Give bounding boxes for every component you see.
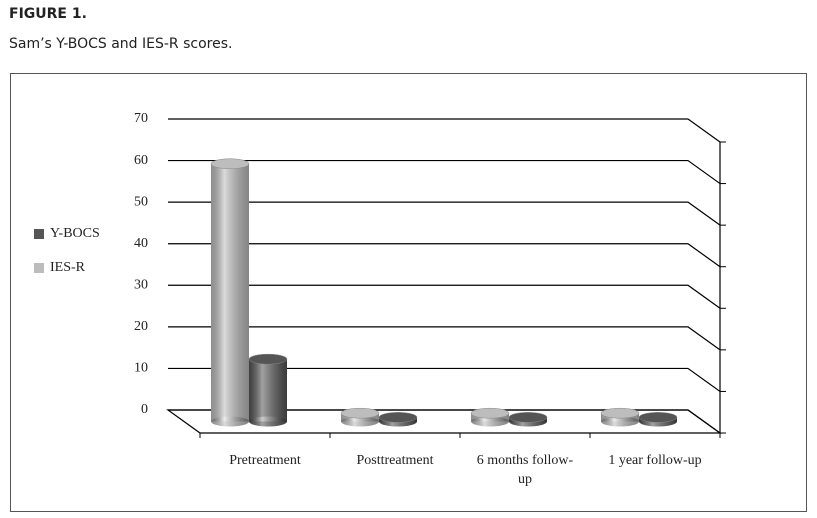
bar-cylinder <box>600 407 640 427</box>
y-tick-label: 10 <box>134 361 148 376</box>
bar-top <box>210 158 250 170</box>
bar-top <box>378 412 418 423</box>
legend-swatch <box>34 229 44 239</box>
bar-top <box>470 407 510 419</box>
figure-caption: Sam’s Y-BOCS and IES-R scores. <box>9 36 233 52</box>
bar-shade-base <box>211 416 249 427</box>
bar-shade-base <box>341 416 379 427</box>
bar-cylinder <box>638 412 678 427</box>
grid-line <box>168 118 721 143</box>
bar-cylinder <box>508 412 548 427</box>
bar-top <box>340 407 380 419</box>
bar-cylinder <box>470 407 510 427</box>
bar-cylinder <box>248 353 288 427</box>
bar-cylinder <box>340 407 380 427</box>
legend-label: IES-R <box>50 260 86 275</box>
bar-shade <box>249 359 287 422</box>
bar-shade-base <box>249 416 287 427</box>
y-tick-label: 50 <box>134 194 148 209</box>
bar-shade <box>211 163 249 422</box>
y-tick-label: 20 <box>134 319 148 334</box>
grid-line <box>168 367 721 392</box>
grid-line <box>168 243 721 268</box>
x-tick-label: Posttreatment <box>356 453 434 468</box>
bar-top <box>248 353 288 365</box>
grid-line <box>168 284 721 309</box>
grid-line <box>168 409 721 434</box>
bar-top <box>638 412 678 423</box>
x-tick-label: Pretreatment <box>229 453 301 468</box>
grid-line <box>168 326 721 351</box>
grid-line <box>168 201 721 226</box>
bar-shade-base <box>601 416 639 427</box>
x-tick-label: 1 year follow-up <box>608 453 702 468</box>
bar-cylinder <box>210 158 250 427</box>
y-tick-label: 0 <box>141 402 148 417</box>
y-tick-label: 30 <box>134 278 148 293</box>
figure-label: FIGURE 1. <box>9 6 87 22</box>
bar-top <box>600 407 640 419</box>
bar-top <box>508 412 548 423</box>
y-tick-label: 40 <box>134 236 148 251</box>
grid-line <box>168 159 721 185</box>
bar-shade-base <box>471 416 509 427</box>
legend-swatch <box>34 263 44 273</box>
y-tick-label: 70 <box>134 111 148 126</box>
legend-label: Y-BOCS <box>50 226 100 241</box>
bar-cylinder <box>378 412 418 427</box>
x-tick-label: 6 months follow-up <box>476 453 574 487</box>
y-tick-label: 60 <box>134 153 148 168</box>
chart-frame <box>10 73 807 512</box>
